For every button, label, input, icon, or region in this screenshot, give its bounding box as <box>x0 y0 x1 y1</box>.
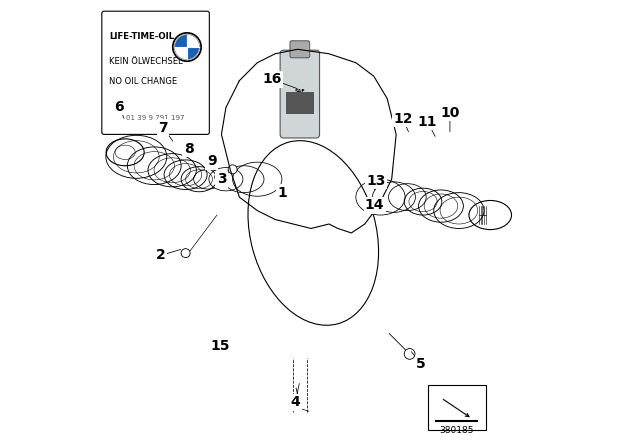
Text: 11: 11 <box>418 115 437 129</box>
Text: 14: 14 <box>365 198 385 212</box>
Text: 12: 12 <box>393 112 413 126</box>
Text: 16: 16 <box>262 72 282 86</box>
FancyBboxPatch shape <box>290 41 310 58</box>
Bar <box>286 92 314 114</box>
Text: 9: 9 <box>207 154 216 168</box>
Circle shape <box>404 349 415 359</box>
Text: 2: 2 <box>156 248 166 263</box>
Wedge shape <box>175 35 187 47</box>
Text: 3: 3 <box>216 172 227 186</box>
Text: 15: 15 <box>211 339 230 353</box>
Text: KEIN ÖLWECHSEL: KEIN ÖLWECHSEL <box>109 57 183 66</box>
Text: 10: 10 <box>440 106 460 120</box>
Text: 13: 13 <box>366 174 386 188</box>
Text: 01 39 9 791 197: 01 39 9 791 197 <box>126 115 185 121</box>
Circle shape <box>173 33 202 61</box>
Text: 7: 7 <box>158 121 168 135</box>
Text: 380185: 380185 <box>440 426 474 435</box>
Text: 8: 8 <box>184 142 194 156</box>
Wedge shape <box>187 35 199 47</box>
Circle shape <box>181 249 190 258</box>
FancyBboxPatch shape <box>428 385 486 430</box>
Circle shape <box>215 172 224 181</box>
Wedge shape <box>187 47 199 59</box>
Text: LIFE-TIME-OIL: LIFE-TIME-OIL <box>109 32 175 41</box>
Circle shape <box>228 165 237 174</box>
Text: 5: 5 <box>416 357 426 371</box>
Text: NO OIL CHANGE: NO OIL CHANGE <box>109 77 177 86</box>
FancyBboxPatch shape <box>280 50 319 138</box>
FancyBboxPatch shape <box>102 11 209 134</box>
Text: 6: 6 <box>115 99 124 114</box>
Wedge shape <box>175 47 187 59</box>
Text: 1: 1 <box>277 185 287 200</box>
Text: 4: 4 <box>291 395 300 409</box>
Circle shape <box>174 34 200 60</box>
Text: SAF
Synth: SAF Synth <box>292 89 308 99</box>
